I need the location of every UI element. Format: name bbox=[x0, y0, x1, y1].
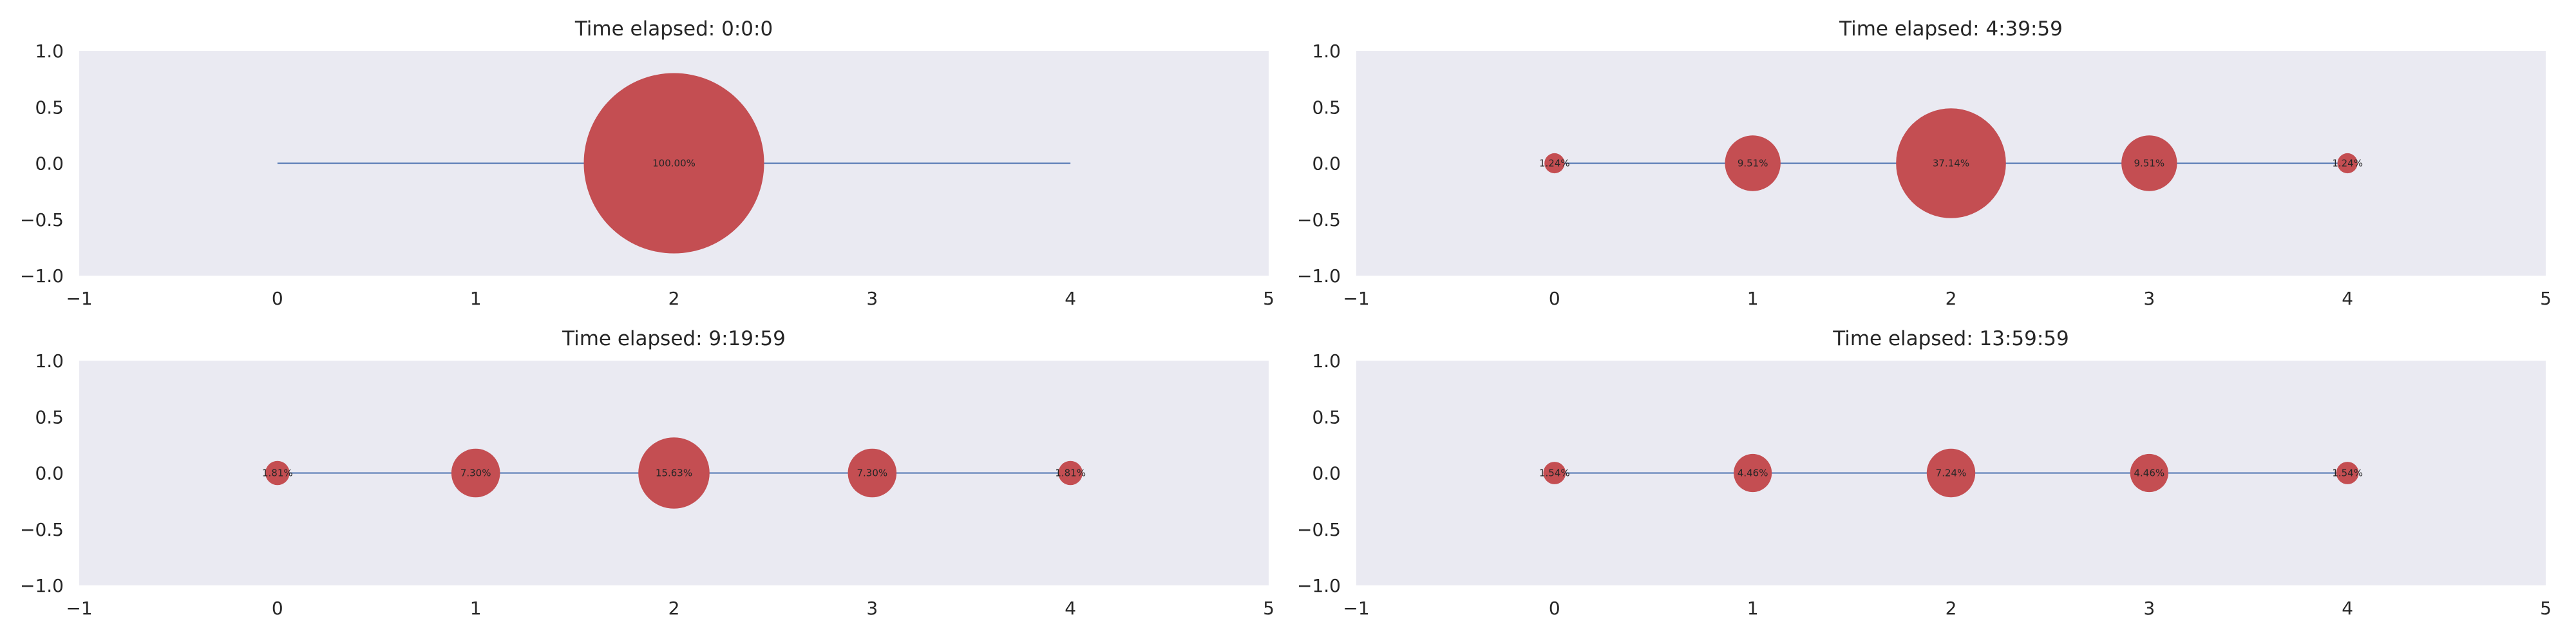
x-tick-label: 1 bbox=[470, 288, 482, 309]
y-tick-label: 0.0 bbox=[1312, 153, 1341, 175]
data-point-2 bbox=[1896, 108, 2006, 218]
data-label-2: 15.63% bbox=[656, 468, 692, 479]
data-label-2: 7.24% bbox=[1936, 468, 1967, 479]
y-tick-label: 0.0 bbox=[1312, 463, 1341, 484]
chart-title: Time elapsed: 4:39:59 bbox=[1839, 17, 2063, 41]
x-tick-label: 4 bbox=[2342, 598, 2353, 619]
x-tick-label: −1 bbox=[66, 598, 92, 619]
data-point-4 bbox=[2336, 462, 2359, 484]
x-tick-label: 1 bbox=[1747, 598, 1759, 619]
data-point-1 bbox=[1725, 135, 1781, 191]
x-tick-label: 2 bbox=[668, 598, 680, 619]
x-tick-label: 0 bbox=[272, 598, 283, 619]
data-point-0 bbox=[1544, 153, 1565, 174]
data-label-0: 1.54% bbox=[1539, 468, 1570, 479]
subplot-1: Time elapsed: 0:0:0 100.00% −1 0 1 2 3 4 5 1.0 0.5… bbox=[20, 17, 1274, 309]
y-tick-label: 1.0 bbox=[35, 350, 64, 372]
y-tick-label: −1.0 bbox=[1297, 265, 1341, 287]
x-tick-label: 5 bbox=[2540, 288, 2552, 309]
data-label-4: 1.54% bbox=[2332, 468, 2363, 479]
y-tick-label: −0.5 bbox=[1297, 209, 1341, 231]
chart-title: Time elapsed: 0:0:0 bbox=[574, 17, 773, 41]
y-tick-label: 1.0 bbox=[1312, 350, 1341, 372]
y-tick-label: −1.0 bbox=[20, 575, 64, 596]
subplot-3: Time elapsed: 9:19:59 1.81% 7.30% 15.63% 7.3… bbox=[20, 327, 1274, 619]
data-label-0: 1.24% bbox=[1539, 158, 1570, 169]
data-point-1 bbox=[1734, 453, 1772, 493]
y-tick-label: 0.5 bbox=[35, 406, 64, 428]
y-tick-label: 0.0 bbox=[35, 153, 64, 175]
x-tick-label: 4 bbox=[2342, 288, 2353, 309]
y-tick-label: 0.5 bbox=[1312, 406, 1341, 428]
data-point-0 bbox=[583, 73, 764, 254]
y-tick-label: 0.5 bbox=[35, 97, 64, 118]
data-label-3: 4.46% bbox=[2134, 468, 2165, 479]
x-tick-label: 3 bbox=[2143, 288, 2155, 309]
x-tick-label: 2 bbox=[1946, 598, 1957, 619]
data-point-1 bbox=[451, 448, 500, 498]
data-point-3 bbox=[848, 448, 897, 498]
chart-title: Time elapsed: 9:19:59 bbox=[562, 327, 786, 350]
x-tick-label: 5 bbox=[2540, 598, 2552, 619]
x-tick-label: 3 bbox=[866, 598, 878, 619]
data-label-0: 1.81% bbox=[262, 468, 293, 479]
x-tick-label: −1 bbox=[1343, 288, 1369, 309]
y-tick-label: 1.0 bbox=[1312, 41, 1341, 62]
x-tick-label: 2 bbox=[1946, 288, 1957, 309]
x-tick-label: −1 bbox=[1343, 598, 1369, 619]
x-tick-label: 0 bbox=[1549, 598, 1560, 619]
y-tick-label: 0.0 bbox=[35, 463, 64, 484]
x-tick-label: −1 bbox=[66, 288, 92, 309]
x-tick-label: 2 bbox=[668, 288, 680, 309]
y-tick-label: −1.0 bbox=[1297, 575, 1341, 596]
x-tick-label: 5 bbox=[1263, 288, 1274, 309]
x-tick-label: 3 bbox=[866, 288, 878, 309]
data-point-0 bbox=[1543, 462, 1566, 484]
x-tick-label: 4 bbox=[1065, 288, 1076, 309]
data-point-4 bbox=[2337, 153, 2358, 174]
data-label-4: 1.24% bbox=[2332, 158, 2363, 169]
y-tick-label: 1.0 bbox=[35, 41, 64, 62]
data-point-3 bbox=[2121, 135, 2177, 191]
x-tick-label: 1 bbox=[1747, 288, 1759, 309]
x-tick-label: 0 bbox=[272, 288, 283, 309]
x-tick-label: 1 bbox=[470, 598, 482, 619]
subplot-2: Time elapsed: 4:39:59 1.24% 9.51% 37.14% 9.5… bbox=[1297, 17, 2552, 309]
x-tick-label: 5 bbox=[1263, 598, 1274, 619]
y-tick-label: −0.5 bbox=[20, 209, 64, 231]
data-point-2 bbox=[1926, 448, 1976, 498]
data-point-0 bbox=[265, 460, 290, 486]
data-label-4: 1.81% bbox=[1055, 468, 1086, 479]
data-label-1: 7.30% bbox=[460, 468, 491, 479]
data-point-4 bbox=[1058, 460, 1083, 486]
data-point-2 bbox=[638, 437, 710, 509]
x-tick-label: 3 bbox=[2143, 598, 2155, 619]
x-tick-label: 4 bbox=[1065, 598, 1076, 619]
data-label-2: 37.14% bbox=[1933, 158, 1969, 169]
data-label-3: 9.51% bbox=[2134, 158, 2165, 169]
y-tick-label: 0.5 bbox=[1312, 97, 1341, 118]
data-label-1: 9.51% bbox=[1738, 158, 1768, 169]
data-label-1: 4.46% bbox=[1738, 468, 1768, 479]
y-tick-label: −0.5 bbox=[20, 519, 64, 540]
y-tick-label: −0.5 bbox=[1297, 519, 1341, 540]
chart-title: Time elapsed: 13:59:59 bbox=[1832, 327, 2069, 350]
x-tick-label: 0 bbox=[1549, 288, 1560, 309]
y-tick-label: −1.0 bbox=[20, 265, 64, 287]
data-label-3: 7.30% bbox=[857, 468, 888, 479]
data-label-0: 100.00% bbox=[652, 158, 696, 169]
subplot-4: Time elapsed: 13:59:59 1.54% 4.46% 7.24% 4.4… bbox=[1297, 327, 2552, 619]
data-point-3 bbox=[2130, 453, 2168, 493]
